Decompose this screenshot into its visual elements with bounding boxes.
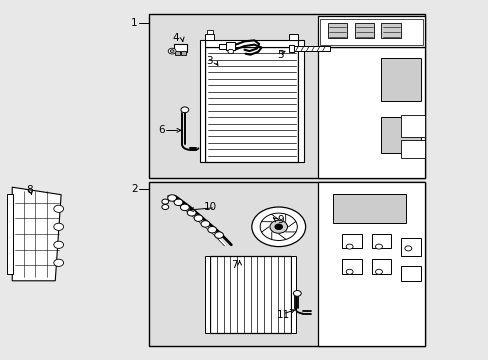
Bar [290,256,295,333]
Circle shape [54,205,63,212]
Bar [219,44,225,49]
Bar [317,182,425,346]
Circle shape [346,269,352,274]
Bar [205,47,298,162]
Text: 4: 4 [172,33,179,43]
Bar [342,259,361,274]
Bar [381,58,420,101]
Circle shape [201,221,209,227]
Text: 11: 11 [277,310,290,320]
Bar [400,115,425,137]
Circle shape [181,107,188,113]
Bar [332,194,405,223]
Circle shape [251,207,305,247]
Circle shape [180,204,189,211]
Bar [327,23,346,38]
Bar [298,40,304,162]
Circle shape [194,215,203,221]
Circle shape [227,49,233,54]
Bar [210,256,290,333]
Bar [342,234,361,248]
Circle shape [168,48,176,54]
Bar [371,234,390,248]
Bar [205,256,210,333]
Bar [181,51,185,55]
Circle shape [174,199,183,206]
Text: 2: 2 [131,184,138,194]
Bar [381,23,400,38]
Bar [175,51,180,55]
Bar [400,140,425,158]
Text: 9: 9 [277,215,284,225]
Circle shape [404,246,411,251]
Bar [400,266,420,281]
Bar [289,45,294,52]
Text: 1: 1 [131,18,138,28]
Circle shape [346,244,352,249]
Bar [293,46,329,51]
Bar [173,44,187,52]
Text: 5: 5 [277,50,284,60]
Bar [149,182,425,346]
Bar [320,19,422,45]
Circle shape [214,232,223,238]
Circle shape [162,199,168,204]
Text: 8: 8 [26,185,33,195]
Bar [289,34,298,40]
Circle shape [187,210,196,216]
Circle shape [293,291,301,296]
Text: 10: 10 [203,202,216,212]
Text: 6: 6 [158,125,165,135]
Bar [206,30,212,34]
Bar [400,238,420,256]
Bar [225,42,234,50]
Circle shape [274,224,282,230]
Polygon shape [12,187,61,281]
Bar [7,194,13,274]
Bar [354,23,373,38]
Bar [199,40,205,162]
Circle shape [269,220,287,233]
Circle shape [170,50,174,53]
Circle shape [167,195,176,201]
Circle shape [375,269,382,274]
Circle shape [375,244,382,249]
Bar [205,40,298,47]
Bar [205,34,214,40]
Circle shape [54,241,63,248]
Circle shape [54,223,63,230]
Text: 3: 3 [205,56,212,66]
Bar [317,47,425,178]
Bar [317,16,425,47]
Circle shape [162,204,168,210]
Bar [149,14,425,178]
Bar [381,117,420,153]
Circle shape [207,226,216,233]
Bar [371,259,390,274]
Text: 7: 7 [231,260,238,270]
Circle shape [54,259,63,266]
Circle shape [260,213,297,240]
